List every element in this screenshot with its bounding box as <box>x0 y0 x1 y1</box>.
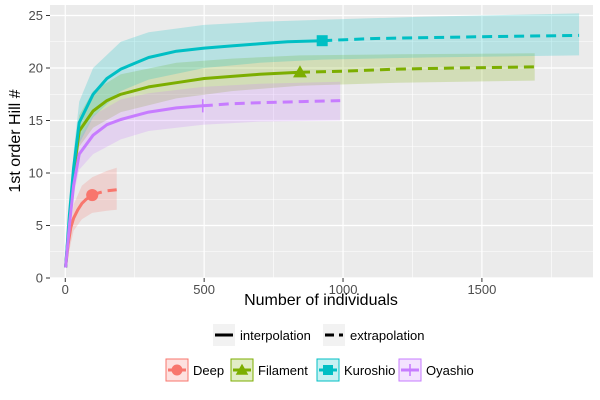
legend-key-extrapolation: extrapolation <box>323 324 424 346</box>
line-extrapolation-oyashio <box>202 99 341 108</box>
confidence-ribbons <box>65 13 580 268</box>
y-tick-label: 20 <box>29 61 43 76</box>
ribbon-deep <box>65 167 117 268</box>
x-axis-title: Number of individuals <box>244 292 398 309</box>
legend-item-filament: Filament <box>230 358 308 382</box>
y-tick-label: 0 <box>36 271 43 286</box>
x-tick-label: 1000 <box>329 282 358 297</box>
ribbon-filament <box>65 53 535 268</box>
line-extrapolation-kuroshio <box>322 33 580 43</box>
x-tick-label: 0 <box>62 282 69 297</box>
plot-panel <box>50 5 593 278</box>
legend-label-kuroshio: Kuroshio <box>344 363 395 378</box>
linetype-legend: interpolation extrapolation <box>213 324 424 346</box>
axes: 0 500 1000 1500 0 5 10 15 20 25 <box>29 8 497 297</box>
legend-item-deep: Deep <box>165 358 224 382</box>
x-tick-label: 1500 <box>467 282 496 297</box>
observed-markers <box>86 35 328 202</box>
legend-label-deep: Deep <box>193 363 224 378</box>
y-tick-label: 10 <box>29 166 43 181</box>
line-interpolation-oyashio <box>64 104 203 268</box>
legend-label-filament: Filament <box>258 363 308 378</box>
legend-marker-kuroshio <box>323 365 333 375</box>
grid <box>50 5 593 279</box>
legend-marker-deep <box>171 364 183 376</box>
y-tick-label: 25 <box>29 8 43 23</box>
series-legend: Deep Filament Kuroshio Oyashio <box>165 358 474 382</box>
marker-oyashio <box>196 99 210 113</box>
line-interpolation-kuroshio <box>64 39 323 268</box>
x-tick-label: 500 <box>193 282 215 297</box>
y-axis-title: 1st order Hill # <box>7 89 24 192</box>
line-extrapolation-filament <box>299 65 535 74</box>
legend-label-extrapolation: extrapolation <box>350 328 424 343</box>
marker-filament <box>293 65 307 78</box>
legend-marker-filament <box>235 363 249 375</box>
ribbon-oyashio <box>65 81 341 268</box>
legend-label-oyashio: Oyashio <box>426 363 474 378</box>
marker-deep <box>86 189 99 202</box>
legend-item-kuroshio: Kuroshio <box>316 358 395 382</box>
ribbon-kuroshio <box>65 13 580 268</box>
legend-marker-oyashio <box>404 364 416 376</box>
legend-key-interpolation: interpolation <box>213 324 311 346</box>
y-tick-label: 15 <box>29 113 43 128</box>
y-tick-label: 5 <box>36 218 43 233</box>
legend-label-interpolation: interpolation <box>240 328 311 343</box>
legend-item-oyashio: Oyashio <box>398 358 474 382</box>
marker-kuroshio <box>316 35 328 47</box>
